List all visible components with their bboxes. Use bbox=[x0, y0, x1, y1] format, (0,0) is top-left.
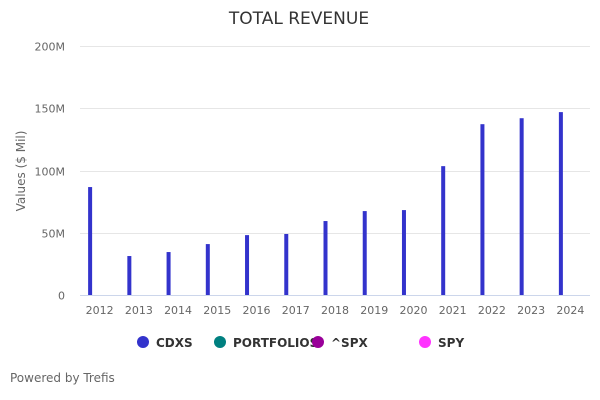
bar-2013[interactable] bbox=[127, 256, 132, 295]
bar-2023[interactable] bbox=[519, 118, 524, 296]
legend-marker-icon bbox=[137, 336, 149, 348]
bar-2020[interactable] bbox=[401, 210, 406, 295]
grid-lines bbox=[80, 46, 590, 234]
y-tick-label: 50M bbox=[42, 228, 66, 241]
bar-2018[interactable] bbox=[323, 221, 328, 295]
y-axis-ticks: 0 50M 100M 150M 200M bbox=[35, 41, 66, 303]
legend-label: CDXS bbox=[156, 336, 193, 350]
y-tick-label: 200M bbox=[35, 41, 66, 54]
legend-label: PORTFOLIOS bbox=[233, 336, 318, 350]
bar-2022[interactable] bbox=[480, 124, 485, 295]
chart-title: TOTAL REVENUE bbox=[228, 9, 369, 29]
x-tick-label: 2012 bbox=[86, 304, 114, 317]
x-tick-label: 2024 bbox=[556, 304, 584, 317]
bar-2016[interactable] bbox=[245, 235, 250, 295]
legend-marker-icon bbox=[214, 336, 226, 348]
x-tick-label: 2018 bbox=[321, 304, 349, 317]
x-tick-label: 2013 bbox=[125, 304, 153, 317]
x-tick-label: 2020 bbox=[399, 304, 427, 317]
y-axis-label: Values ($ Mil) bbox=[14, 131, 28, 212]
x-tick-label: 2021 bbox=[439, 304, 467, 317]
legend-label: ^SPX bbox=[331, 336, 368, 350]
x-tick-label: 2022 bbox=[478, 304, 506, 317]
bar-2017[interactable] bbox=[284, 233, 289, 295]
x-tick-label: 2023 bbox=[517, 304, 545, 317]
bar-2021[interactable] bbox=[441, 166, 446, 295]
bar-2019[interactable] bbox=[362, 211, 367, 295]
y-tick-label: 150M bbox=[35, 103, 66, 116]
bar-2024[interactable] bbox=[558, 112, 563, 295]
legend-marker-icon bbox=[419, 336, 431, 348]
bars bbox=[88, 112, 563, 296]
x-tick-label: 2016 bbox=[243, 304, 271, 317]
y-tick-label: 0 bbox=[58, 290, 65, 303]
bar-2015[interactable] bbox=[205, 244, 210, 295]
legend-item-portfolios[interactable]: PORTFOLIOS bbox=[214, 336, 318, 350]
legend-label: SPY bbox=[438, 336, 464, 350]
x-tick-label: 2017 bbox=[282, 304, 310, 317]
x-axis-ticks: 2012 2013 2014 2015 2016 2017 2018 2019 2020 2021… bbox=[86, 304, 585, 317]
y-tick-label: 100M bbox=[35, 166, 66, 179]
legend-item-spy[interactable]: SPY bbox=[419, 336, 464, 350]
x-tick-label: 2014 bbox=[164, 304, 192, 317]
x-tick-label: 2019 bbox=[360, 304, 388, 317]
legend-item-spx[interactable]: ^SPX bbox=[312, 336, 368, 350]
legend-item-cdxs[interactable]: CDXS bbox=[137, 336, 193, 350]
x-tick-label: 2015 bbox=[203, 304, 231, 317]
legend-marker-icon bbox=[312, 336, 324, 348]
bar-2012[interactable] bbox=[88, 187, 93, 295]
credit-text[interactable]: Powered by Trefis bbox=[10, 371, 115, 385]
bar-2014[interactable] bbox=[166, 252, 171, 295]
legend: CDXS PORTFOLIOS ^SPX SPY bbox=[137, 336, 464, 350]
